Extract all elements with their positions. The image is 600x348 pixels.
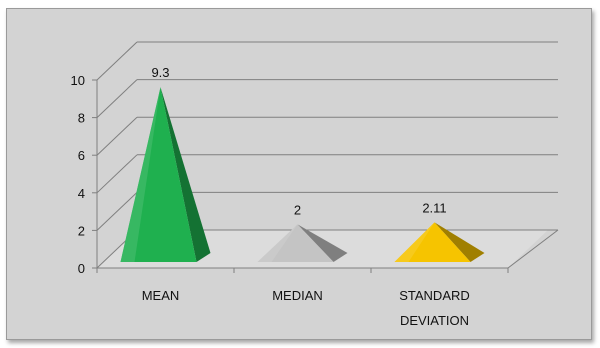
data-label-0: 9.3 (151, 65, 169, 80)
y-tick-label-1: 2 (78, 223, 85, 238)
chart-frame (6, 8, 592, 340)
y-tick-label-3: 6 (78, 148, 85, 163)
category-label-1-0: MEDIAN (272, 288, 323, 303)
pyramid-side-2 (434, 222, 485, 262)
category-label-0-0: MEAN (142, 288, 180, 303)
category-label-2-1: DEVIATION (400, 313, 469, 328)
y-tick-label-2: 4 (78, 186, 85, 201)
y-tick-label-0: 0 (78, 261, 85, 276)
pyramid-side-0 (160, 87, 211, 262)
floor-right-edge (507, 229, 559, 269)
gridline-side-1 (96, 192, 138, 231)
gridline-side-5 (96, 41, 138, 81)
pyramid-highlight-2 (394, 222, 435, 262)
category-label-2-0: STANDARD (399, 288, 470, 303)
gridline-side-4 (96, 79, 138, 118)
pyramid-side-1 (297, 224, 348, 262)
pyramid-highlight-1 (257, 224, 298, 262)
gridline-side-3 (96, 116, 138, 156)
y-tick-label-4: 8 (78, 111, 85, 126)
data-label-2: 2.11 (422, 200, 446, 215)
gridline-side-2 (96, 154, 138, 194)
y-tick-label-5: 10 (71, 73, 85, 88)
data-label-1: 2 (294, 202, 301, 217)
pyramid-highlight-0 (120, 87, 161, 262)
